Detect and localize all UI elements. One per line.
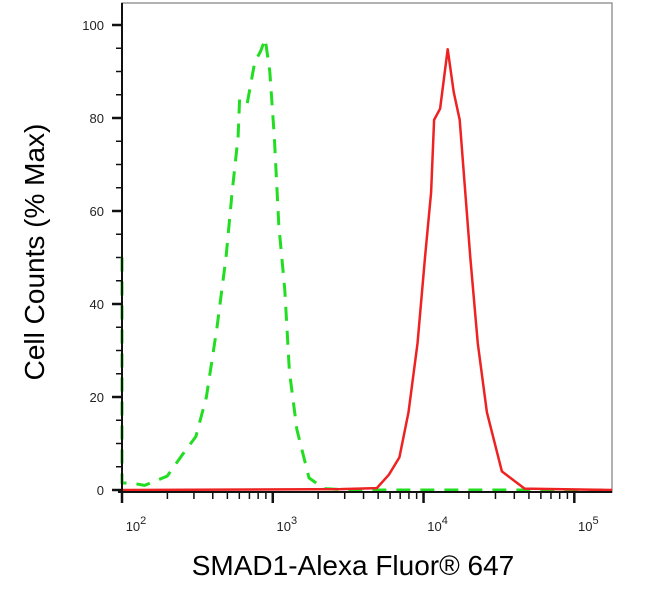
y-tick-label: 80 — [90, 111, 104, 126]
y-tick-label: 60 — [90, 204, 104, 219]
x-tick-label: 104 — [427, 515, 448, 534]
x-tick-base: 10 — [578, 519, 592, 534]
y-tick-label: 20 — [90, 390, 104, 405]
plot-frame — [121, 2, 613, 493]
x-tick-base: 10 — [276, 519, 290, 534]
x-tick-exponent: 3 — [291, 515, 297, 527]
x-tick-base: 10 — [427, 519, 441, 534]
x-tick-exponent: 2 — [140, 515, 146, 527]
x-tick-exponent: 4 — [442, 515, 448, 527]
series-line-smad1 — [121, 47, 613, 492]
y-tick-label: 0 — [97, 483, 104, 498]
x-tick-label: 103 — [276, 515, 297, 534]
x-axis-title: SMAD1-Alexa Fluor® 647 — [192, 550, 515, 581]
series-line-isotype-control — [120, 37, 612, 492]
y-tick-label: 40 — [90, 297, 104, 312]
x-tick-label: 102 — [126, 515, 147, 534]
x-tick-base: 10 — [126, 519, 140, 534]
x-tick-exponent: 5 — [592, 515, 598, 527]
y-axis-title: Cell Counts (% Max) — [19, 124, 50, 381]
x-tick-label: 105 — [578, 515, 599, 534]
y-tick-label: 100 — [82, 18, 104, 33]
